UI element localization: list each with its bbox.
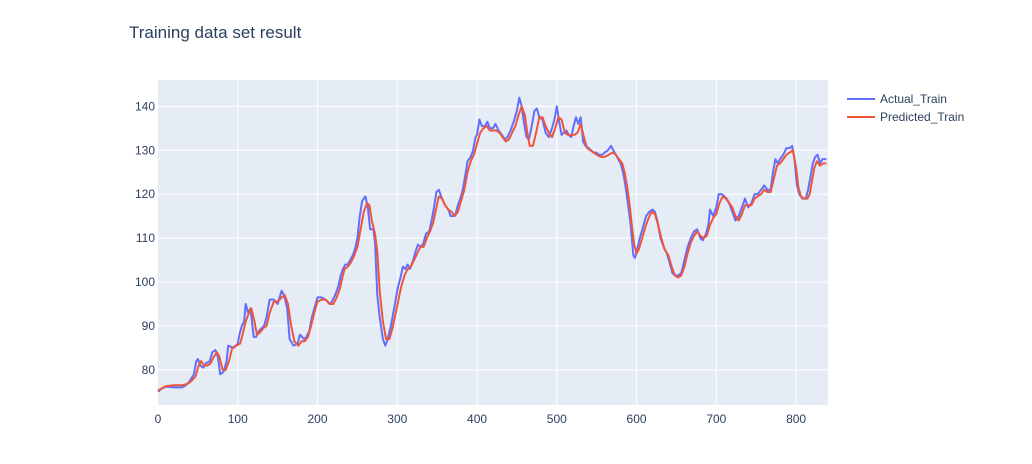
y-tick-label: 120 [135,187,155,201]
x-tick-label: 400 [467,412,487,426]
x-tick-label: 0 [155,412,162,426]
legend-label: Actual_Train [880,92,947,106]
gridlines [158,80,828,405]
y-tick-label: 110 [136,231,155,245]
x-tick-label: 700 [706,412,726,426]
chart-title: Training data set result [129,23,302,42]
legend-label: Predicted_Train [880,110,964,124]
y-tick-label: 90 [142,319,156,333]
y-tick-label: 130 [135,143,155,157]
y-axis: 80 90 100 110 120 130 140 [135,99,155,377]
series-line-predicted-train [157,105,827,392]
x-axis: 0 100 200 300 400 500 600 700 800 [155,412,807,426]
x-tick-label: 300 [387,412,407,426]
y-tick-label: 80 [142,363,156,377]
y-tick-label: 140 [135,99,155,113]
legend-item-predicted-train[interactable]: Predicted_Train [847,110,964,124]
y-tick-label: 100 [135,275,155,289]
legend: Actual_Train Predicted_Train [847,92,964,124]
x-tick-label: 500 [547,412,567,426]
x-tick-label: 200 [308,412,328,426]
legend-item-actual-train[interactable]: Actual_Train [847,92,947,106]
x-tick-label: 100 [228,412,248,426]
x-tick-label: 800 [786,412,806,426]
x-tick-label: 600 [627,412,647,426]
series-lines [157,96,827,393]
